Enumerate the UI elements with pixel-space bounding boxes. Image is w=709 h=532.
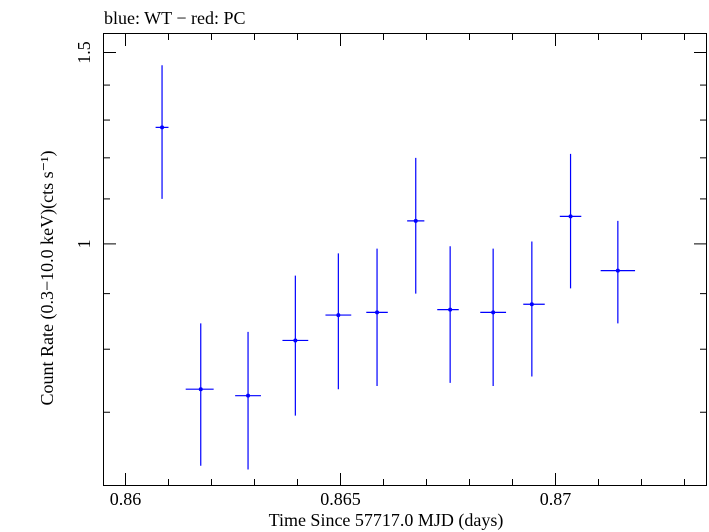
- data-point: [235, 331, 261, 470]
- data-point: [523, 241, 545, 377]
- data-point: [480, 248, 507, 387]
- plot-frame: [103, 33, 707, 486]
- data-point: [407, 157, 425, 294]
- point-marker: [336, 313, 341, 318]
- data-point: [559, 153, 582, 289]
- data-point: [282, 275, 309, 416]
- chart-title: blue: WT − red: PC: [104, 8, 245, 28]
- data-point: [366, 248, 388, 387]
- point-marker: [246, 393, 251, 398]
- point-marker: [413, 218, 418, 223]
- point-marker: [293, 338, 298, 343]
- point-marker: [375, 310, 380, 315]
- x-axis-label: Time Since 57717.0 MJD (days): [269, 510, 504, 531]
- data-point: [155, 65, 169, 199]
- x-tick-label: 0.865: [320, 489, 361, 509]
- point-marker: [568, 214, 573, 219]
- data-point: [325, 253, 352, 390]
- data-point: [600, 220, 636, 324]
- data-point: [437, 246, 459, 383]
- data-point: [185, 323, 214, 466]
- y-axis-label: Count Rate (0.3−10.0 keV)(cts s⁻¹): [37, 150, 58, 405]
- point-marker: [448, 307, 453, 312]
- y-tick-label: 1: [74, 239, 94, 248]
- data-points: [155, 65, 636, 470]
- y-tick-label: 1.5: [74, 41, 94, 64]
- point-marker: [491, 310, 496, 315]
- x-tick-label: 0.87: [540, 489, 572, 509]
- point-marker: [615, 268, 620, 273]
- point-marker: [198, 387, 203, 392]
- point-marker: [529, 302, 534, 307]
- point-marker: [160, 125, 165, 130]
- x-tick-label: 0.86: [110, 489, 142, 509]
- axes: 0.86 0.865 0.87 1 1.5: [74, 34, 706, 509]
